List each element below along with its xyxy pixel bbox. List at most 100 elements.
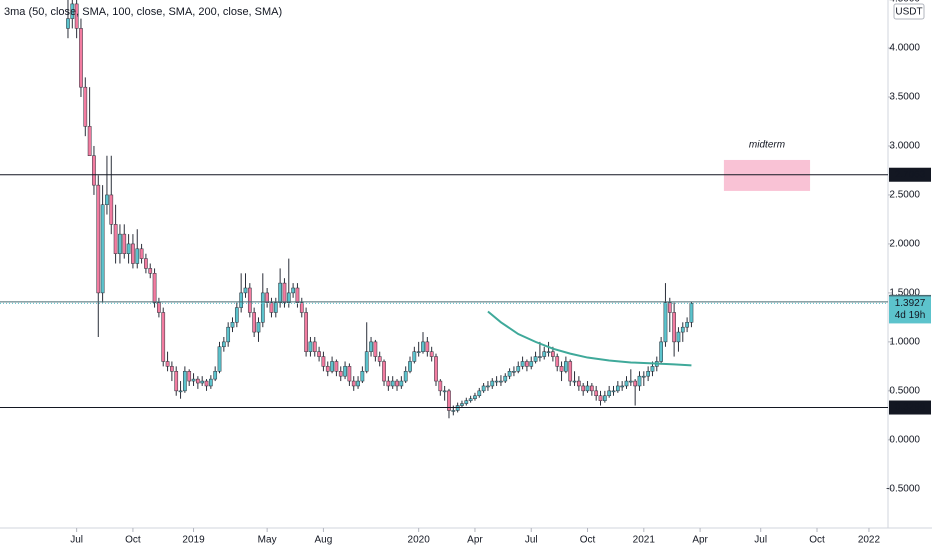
candle-body [434, 356, 438, 382]
candle-body [568, 361, 573, 382]
candle-body [178, 390, 183, 393]
zone-label: midterm [749, 140, 785, 151]
candle-body [209, 378, 213, 387]
candle-body [672, 312, 676, 343]
candle-body [139, 248, 144, 259]
y-tick-label: 4.0000 [889, 43, 920, 54]
indicator-title: 3ma (50, close, SMA, 100, close, SMA, 20… [4, 6, 282, 18]
candle-body [239, 292, 244, 308]
candle-body [109, 194, 114, 225]
candle-body [641, 375, 646, 378]
candle-body [278, 282, 282, 303]
candle-body [624, 380, 629, 387]
candle-body [364, 351, 369, 372]
candle-body [416, 351, 421, 353]
candle-body [460, 403, 464, 406]
level-label: 0.3299 [895, 402, 926, 413]
candle-body [628, 380, 633, 383]
x-tick-label: May [258, 535, 277, 546]
candle-body [386, 380, 391, 387]
candle-body [685, 322, 689, 328]
candle-body [442, 390, 447, 393]
candle-body [96, 184, 101, 294]
last-price-label: 1.3927 [895, 298, 926, 309]
candle-body [170, 366, 174, 372]
candle-body [572, 380, 577, 383]
candle-body [447, 390, 451, 411]
candle-body [438, 380, 443, 392]
candle-body [633, 380, 638, 387]
candle-body [581, 385, 586, 392]
candle-body [395, 380, 399, 387]
candle-body [187, 371, 192, 382]
candle-body [338, 371, 343, 377]
candle-body [295, 287, 300, 303]
y-tick-label: -0.5000 [886, 483, 920, 494]
candle-body [252, 312, 256, 333]
candle-body [689, 303, 694, 323]
candle-body [148, 268, 153, 274]
candle-body [217, 346, 222, 372]
bar-countdown: 4d 19h [895, 310, 926, 321]
last-price-box [889, 296, 931, 324]
candle-body [174, 371, 179, 392]
x-tick-label: 2022 [858, 535, 881, 546]
candle-body [516, 366, 521, 372]
candle-body [564, 361, 568, 372]
candle-body [247, 287, 252, 313]
candle-body [325, 366, 330, 372]
candle-body [421, 341, 425, 352]
candle-body [213, 371, 218, 380]
candle-body [551, 351, 555, 357]
candle-body [377, 356, 382, 362]
candle-body [494, 380, 499, 383]
candle-body [602, 395, 607, 401]
candle-body [183, 371, 187, 392]
candle-body [308, 341, 313, 352]
candle-body [546, 351, 551, 353]
candle-body [122, 233, 127, 254]
candle-body [607, 390, 612, 397]
candle-body [269, 302, 274, 313]
x-tick-label: 2020 [408, 535, 431, 546]
x-tick-label: Apr [692, 535, 708, 546]
candle-body [529, 361, 534, 367]
candle-body [598, 395, 603, 401]
candle-body [481, 385, 486, 392]
candle-body [113, 224, 118, 254]
x-tick-label: 2021 [633, 535, 656, 546]
candle-body [408, 361, 412, 372]
candle-body [234, 307, 239, 323]
candle-body [525, 361, 529, 367]
candle-body [477, 390, 482, 397]
candle-body [286, 292, 291, 303]
candle-body [243, 287, 248, 294]
plot-area [66, 0, 811, 419]
y-tick-label: 4.5000 [889, 0, 920, 5]
candle-body [317, 351, 321, 357]
candle-body [507, 371, 512, 377]
candle-body [611, 390, 616, 393]
candle-body [191, 378, 196, 382]
candle-body [256, 322, 261, 333]
candle-body [221, 341, 226, 348]
candle-body [135, 248, 140, 264]
currency-box [893, 3, 925, 20]
x-tick-label: Oct [809, 535, 825, 546]
candle-body [299, 302, 304, 313]
candle-body [79, 28, 83, 88]
candle-body [620, 385, 625, 388]
candle-body [399, 380, 404, 387]
candle-body [165, 361, 170, 367]
candle-body [356, 380, 360, 387]
x-tick-label: Aug [315, 535, 333, 546]
candle-body [464, 400, 469, 404]
candle-body [615, 385, 620, 392]
candle-body [490, 380, 495, 387]
y-tick-label: 0.5000 [889, 385, 920, 396]
candle-body [105, 194, 109, 205]
candle-body [499, 380, 503, 383]
candle-body [152, 273, 157, 303]
candle-body [646, 371, 650, 377]
